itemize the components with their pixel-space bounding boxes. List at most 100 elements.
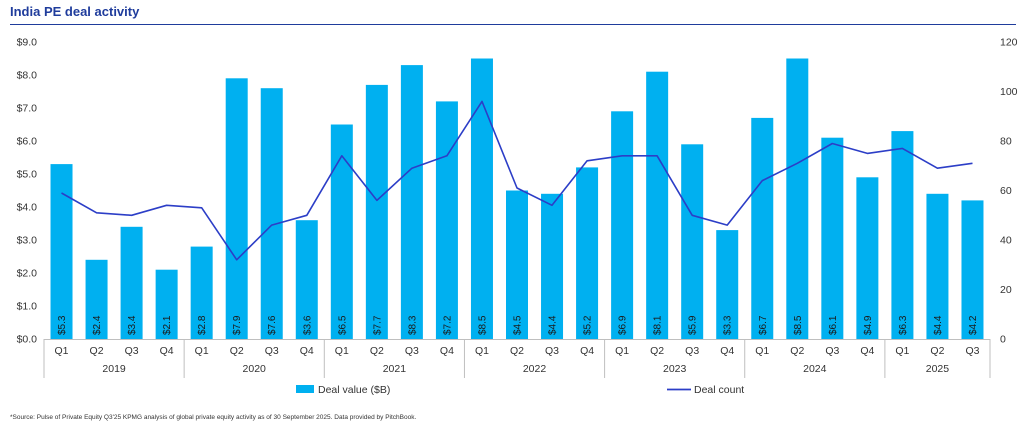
bar [400, 65, 423, 339]
bar [891, 131, 914, 339]
x-tick-label: Q1 [895, 345, 909, 357]
x-tick-label: Q2 [790, 345, 804, 357]
bar-value-label: $8.5 [793, 315, 804, 335]
bar [611, 111, 634, 339]
x-tick-label: Q2 [370, 345, 384, 357]
title-divider [10, 24, 1016, 25]
x-tick-label: Q1 [755, 345, 769, 357]
y-left-tick-label: $7.0 [17, 103, 38, 115]
x-tick-label: Q2 [510, 345, 524, 357]
x-tick-label: Q4 [720, 345, 734, 357]
legend-label-deal-count: Deal count [694, 384, 744, 396]
bar [926, 193, 949, 339]
bar [751, 117, 774, 340]
year-label: 2023 [663, 363, 687, 375]
bar-value-label: $6.7 [758, 315, 769, 335]
y-right-tick-label: 40 [1000, 235, 1012, 247]
year-label: 2022 [523, 363, 547, 375]
bar-value-label: $3.4 [127, 315, 138, 335]
x-tick-label: Q4 [860, 345, 874, 357]
bar [716, 230, 739, 339]
bar-value-label: $4.9 [863, 315, 874, 335]
year-label: 2020 [243, 363, 267, 375]
deal-count-line [61, 100, 973, 261]
bar-value-label: $4.5 [513, 315, 524, 335]
year-label: 2019 [102, 363, 126, 375]
bar-value-label: $5.2 [583, 315, 594, 335]
bar [120, 226, 143, 339]
y-left-tick-label: $8.0 [17, 70, 38, 82]
x-tick-label: Q3 [545, 345, 559, 357]
y-left-tick-label: $0.0 [17, 334, 38, 346]
bar-value-label: $2.4 [92, 315, 103, 335]
bar-value-label: $7.6 [267, 315, 278, 335]
y-left-tick-label: $6.0 [17, 136, 38, 148]
bar [85, 259, 108, 339]
y-right-tick-label: 80 [1000, 136, 1012, 148]
bar [470, 58, 493, 339]
y-left-tick-label: $3.0 [17, 235, 38, 247]
legend-label-deal-value: Deal value ($B) [318, 384, 390, 396]
bar [576, 167, 599, 339]
x-tick-label: Q3 [125, 345, 139, 357]
source-note: *Source: Pulse of Private Equity Q3'25 K… [10, 414, 417, 421]
y-right-tick-label: 20 [1000, 284, 1012, 296]
bar-value-label: $6.5 [337, 315, 348, 335]
bar [260, 88, 283, 339]
bar-value-label: $4.2 [968, 315, 979, 335]
bar-value-label: $3.6 [302, 315, 313, 335]
bar-value-label: $7.7 [372, 315, 383, 335]
bar-value-label: $2.1 [162, 315, 173, 335]
x-tick-label: Q2 [930, 345, 944, 357]
bar-value-label: $6.9 [618, 315, 629, 335]
year-label: 2024 [803, 363, 827, 375]
x-tick-label: Q3 [965, 345, 979, 357]
x-tick-label: Q3 [405, 345, 419, 357]
bar [681, 144, 704, 339]
bar-value-label: $6.1 [828, 315, 839, 335]
chart-title: India PE deal activity [10, 4, 140, 19]
x-tick-label: Q4 [440, 345, 454, 357]
y-right-tick-label: 0 [1000, 334, 1006, 346]
x-tick-label: Q4 [160, 345, 174, 357]
bar [155, 269, 178, 339]
x-tick-label: Q1 [195, 345, 209, 357]
y-right-tick-label: 120 [1000, 37, 1018, 49]
bar-value-label: $7.9 [232, 315, 243, 335]
bar-value-label: $5.9 [688, 315, 699, 335]
bar-value-label: $8.5 [477, 315, 488, 335]
bar [856, 177, 879, 339]
bar [330, 124, 353, 339]
bar [225, 78, 248, 340]
bar [786, 58, 809, 339]
x-tick-label: Q1 [615, 345, 629, 357]
y-left-tick-label: $5.0 [17, 169, 38, 181]
bar-value-label: $7.2 [442, 315, 453, 335]
y-right-tick-label: 100 [1000, 86, 1018, 98]
x-tick-label: Q2 [650, 345, 664, 357]
bar [821, 137, 844, 339]
bar-value-label: $8.3 [407, 315, 418, 335]
x-tick-label: Q4 [580, 345, 594, 357]
y-left-tick-label: $9.0 [17, 37, 38, 49]
y-left-tick-label: $1.0 [17, 301, 38, 313]
bar-value-label: $6.3 [898, 315, 909, 335]
bar [190, 246, 213, 339]
bar [541, 193, 564, 339]
x-tick-label: Q3 [825, 345, 839, 357]
year-label: 2021 [383, 363, 407, 375]
combo-chart: $0.0 $1.0 $2.0 $3.0 $4.0 $5.0 $6.0 $7.0 $8.0 $9.0… [17, 37, 1018, 397]
year-label: 2025 [926, 363, 950, 375]
bar-value-label: $5.3 [57, 315, 68, 335]
bar-value-label: $3.3 [723, 315, 734, 335]
bar [506, 190, 528, 339]
bar-value-label: $2.8 [197, 315, 208, 335]
x-tick-label: Q4 [300, 345, 314, 357]
x-tick-label: Q1 [335, 345, 349, 357]
x-tick-label: Q1 [55, 345, 69, 357]
bar [295, 220, 318, 339]
bar-value-label: $4.4 [933, 315, 944, 335]
bar [435, 101, 458, 340]
x-tick-label: Q1 [475, 345, 489, 357]
y-left-tick-label: $2.0 [17, 268, 38, 280]
